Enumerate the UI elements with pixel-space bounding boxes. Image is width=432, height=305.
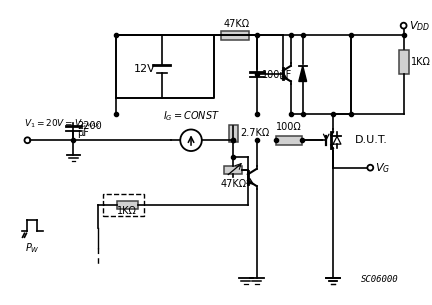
Text: 2200: 2200 bbox=[77, 120, 102, 131]
Text: 100Ω: 100Ω bbox=[276, 122, 302, 132]
Bar bbox=[276, 136, 302, 145]
Text: μF: μF bbox=[77, 128, 89, 138]
Bar bbox=[222, 31, 249, 40]
Bar bbox=[224, 166, 242, 174]
Text: 47KΩ: 47KΩ bbox=[220, 179, 246, 189]
Text: $V_1=20V=V_{GMAX}$: $V_1=20V=V_{GMAX}$ bbox=[25, 118, 102, 131]
Bar bbox=[399, 50, 409, 74]
Text: 1KΩ: 1KΩ bbox=[410, 57, 430, 67]
Polygon shape bbox=[299, 66, 307, 81]
Text: D.U.T.: D.U.T. bbox=[355, 135, 388, 145]
Text: $P_W$: $P_W$ bbox=[25, 241, 40, 255]
Bar bbox=[229, 125, 238, 142]
Bar bbox=[117, 201, 138, 209]
Text: SC06000: SC06000 bbox=[361, 275, 398, 284]
Text: 1KΩ: 1KΩ bbox=[118, 206, 137, 216]
Text: 100nF: 100nF bbox=[261, 70, 292, 80]
Bar bbox=[103, 194, 144, 216]
Text: $I_G=CONST$: $I_G=CONST$ bbox=[162, 109, 219, 123]
Text: $V_{DD}$: $V_{DD}$ bbox=[409, 19, 430, 33]
Text: 2.7KΩ: 2.7KΩ bbox=[240, 128, 269, 138]
Text: 12V: 12V bbox=[134, 64, 156, 74]
Text: $V_G$: $V_G$ bbox=[375, 161, 391, 174]
Text: 47KΩ: 47KΩ bbox=[223, 19, 250, 29]
